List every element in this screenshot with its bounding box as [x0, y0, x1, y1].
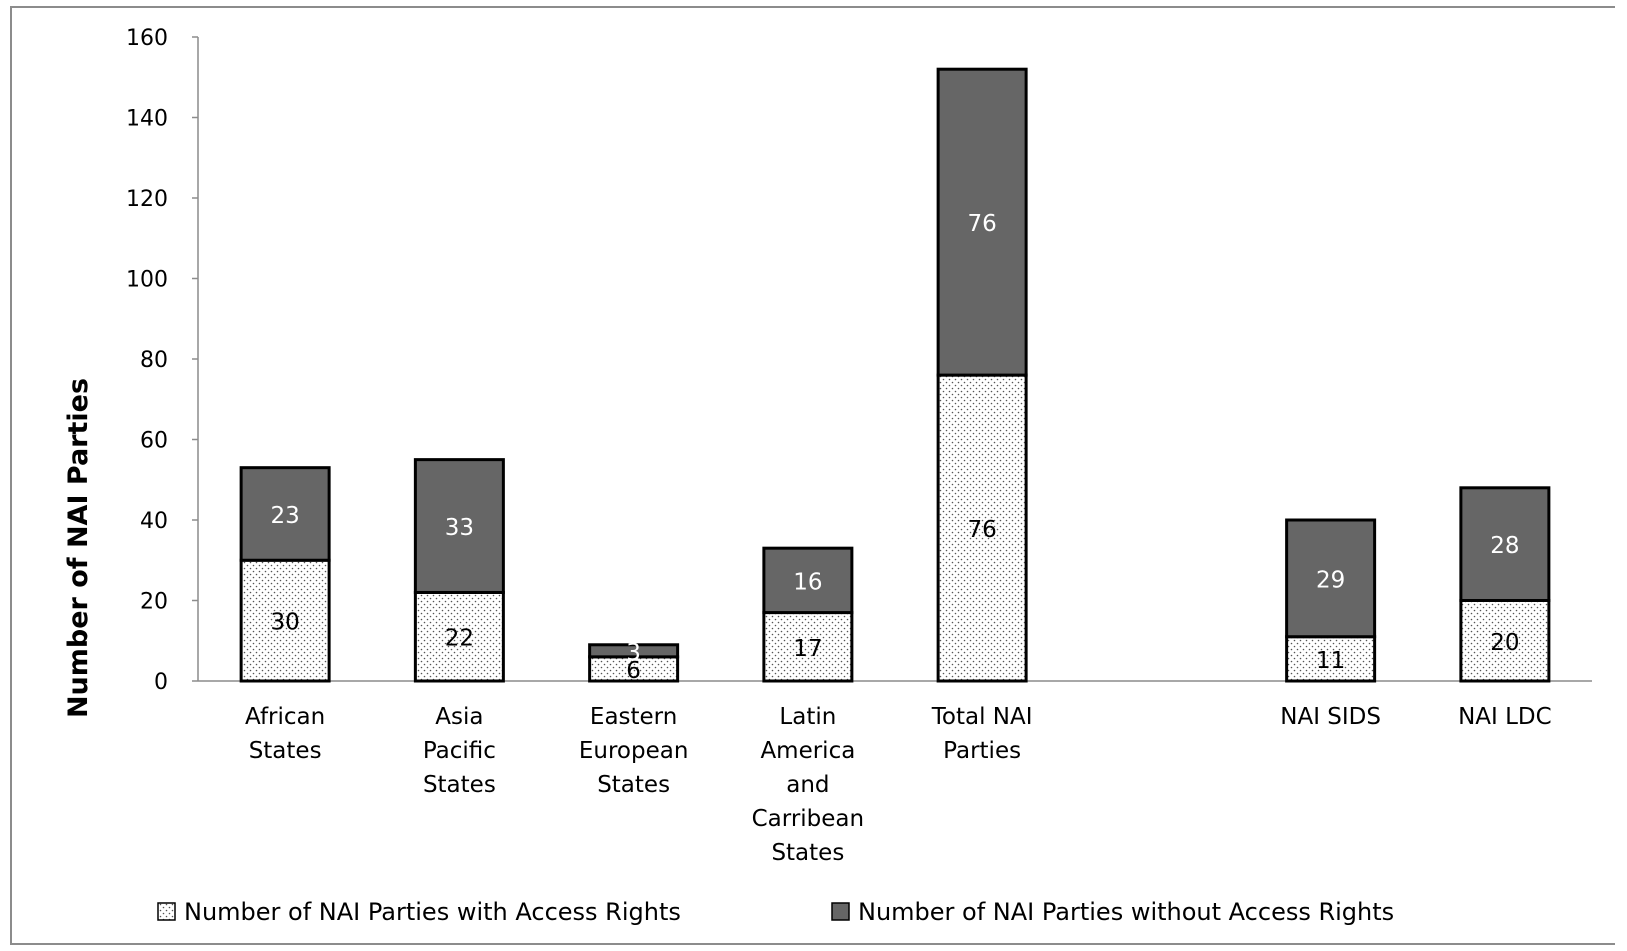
y-tick-label: 120	[126, 187, 168, 212]
y-axis-label: Number of NAI Parties	[63, 378, 94, 718]
x-tick-label: African States	[245, 704, 325, 764]
x-tick-label: Eastern European States	[579, 704, 689, 798]
data-label-with-access: 6	[626, 658, 641, 684]
data-label-without-access: 3	[626, 640, 641, 666]
data-label-with-access: 22	[445, 626, 474, 652]
x-tick-label: Total NAI Parties	[931, 704, 1033, 764]
y-tick-label: 160	[126, 26, 168, 51]
legend-label-with-access: Number of NAI Parties with Access Rights	[184, 898, 681, 926]
bar-with-access	[762, 611, 854, 683]
bar-without-access	[588, 643, 680, 659]
bar-without-access	[413, 458, 505, 594]
legend: Number of NAI Parties with Access Rights…	[157, 898, 1394, 926]
bars	[239, 67, 1551, 683]
data-label-without-access: 76	[967, 211, 996, 237]
legend-swatch-with-access	[157, 902, 176, 921]
data-label-without-access: 28	[1490, 533, 1519, 559]
y-tick-label: 40	[140, 509, 168, 534]
data-label-without-access: 33	[445, 515, 474, 541]
data-labels: 30 23 22 33 63 17 16 76 76 11 29 20 28	[270, 211, 1519, 684]
data-label-without-access: 29	[1316, 567, 1345, 593]
legend-swatch-without-access	[831, 902, 850, 921]
data-label-with-access: 30	[270, 610, 299, 636]
data-label-with-access: 11	[1316, 648, 1345, 674]
bar-without-access	[1285, 518, 1377, 639]
x-tick-label: NAI SIDS	[1280, 704, 1381, 730]
bar-with-access	[936, 373, 1028, 683]
bar-with-access	[588, 655, 680, 683]
data-label-with-access: 20	[1490, 630, 1519, 656]
bar-with-access	[413, 590, 505, 683]
y-tick-label: 0	[154, 670, 168, 695]
legend-label-without-access: Number of NAI Parties without Access Rig…	[858, 898, 1394, 926]
data-label-without-access: 16	[793, 569, 822, 595]
y-tick-label: 140	[126, 107, 168, 132]
data-label-with-access: 17	[793, 636, 822, 662]
bar-without-access	[239, 466, 331, 562]
data-label-without-access: 23	[270, 503, 299, 529]
bar-with-access	[239, 558, 331, 683]
data-label-with-access: 76	[967, 517, 996, 543]
bar-without-access	[936, 67, 1028, 377]
chart-frame	[10, 6, 1615, 945]
y-tick-label: 60	[140, 429, 168, 454]
y-tick-label: 100	[126, 268, 168, 293]
y-tick-label: 20	[140, 590, 168, 615]
x-tick-label: Latin America and Carribean States	[752, 704, 864, 866]
bar-without-access	[762, 546, 854, 615]
x-tick-label: Asia Pacific States	[423, 704, 496, 798]
bar-without-access	[1459, 486, 1551, 602]
category-labels: African States Asia Pacific States Eastern Eur…	[245, 704, 1552, 866]
y-tick-label: 80	[140, 348, 168, 373]
x-tick-label: NAI LDC	[1458, 704, 1552, 730]
